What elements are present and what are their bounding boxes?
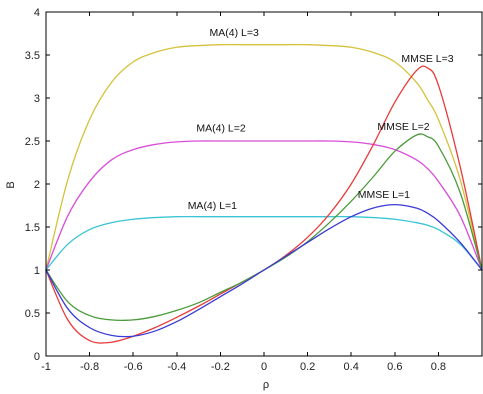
- x-tick-label: -0.8: [80, 361, 99, 373]
- annotation-mmse-l-2: MMSE L=2: [377, 121, 429, 133]
- annotation-ma-4-l-1: MA(4) L=1: [188, 200, 237, 212]
- x-tick-label: -0.6: [124, 361, 143, 373]
- x-tick-label: 0.6: [387, 361, 402, 373]
- y-tick-label: 4: [34, 7, 40, 19]
- y-tick-label: 1.5: [25, 222, 40, 234]
- annotation-ma-4-l-3: MA(4) L=3: [210, 27, 259, 39]
- y-tick-label: 2.5: [25, 136, 40, 148]
- series-layer: [45, 43, 483, 344]
- x-axis-label: ρ: [263, 379, 269, 391]
- series-line-mmse-l-2: [45, 133, 483, 322]
- x-tick-label: -0.2: [211, 361, 230, 373]
- y-tick-label: 2: [34, 179, 40, 191]
- series-line-ma-4-l-1: [45, 215, 483, 271]
- annotation-layer: MA(4) L=3 MMSE L=3 MA(4) L=2 MMSE L=2 MA(4) …: [188, 27, 454, 212]
- y-tick-label: 0: [34, 351, 40, 363]
- annotation-ma-4-l-2: MA(4) L=2: [196, 123, 245, 135]
- x-tick-label: 0: [261, 361, 267, 373]
- x-tick-label: 0.2: [300, 361, 315, 373]
- x-tick-label: -1: [41, 361, 51, 373]
- x-tick-label: 0.4: [344, 361, 359, 373]
- series-line-ma-4-l-2: [45, 140, 483, 271]
- y-tick-label: 3.5: [25, 50, 40, 62]
- x-tick-label: 0.8: [431, 361, 446, 373]
- annotation-mmse-l-3: MMSE L=3: [401, 53, 453, 65]
- y-tick-label: 3: [34, 93, 40, 105]
- y-tick-label: 0.5: [25, 308, 40, 320]
- series-line-ma-4-l-3: [45, 43, 483, 271]
- x-tick-label: -0.4: [167, 361, 186, 373]
- y-tick-label: 1: [34, 265, 40, 277]
- y-axis-label: B: [5, 181, 17, 188]
- annotation-mmse-l-1: MMSE L=1: [358, 189, 410, 201]
- axes-layer: -1 -0.8 -0.6 -0.4 -0.2 0 0.2 0.4 0.6 0.8 0 0.5 1 1.5 2…: [25, 7, 483, 373]
- series-line-mmse-l-1: [45, 203, 483, 338]
- series-line-mmse-l-3: [45, 65, 483, 344]
